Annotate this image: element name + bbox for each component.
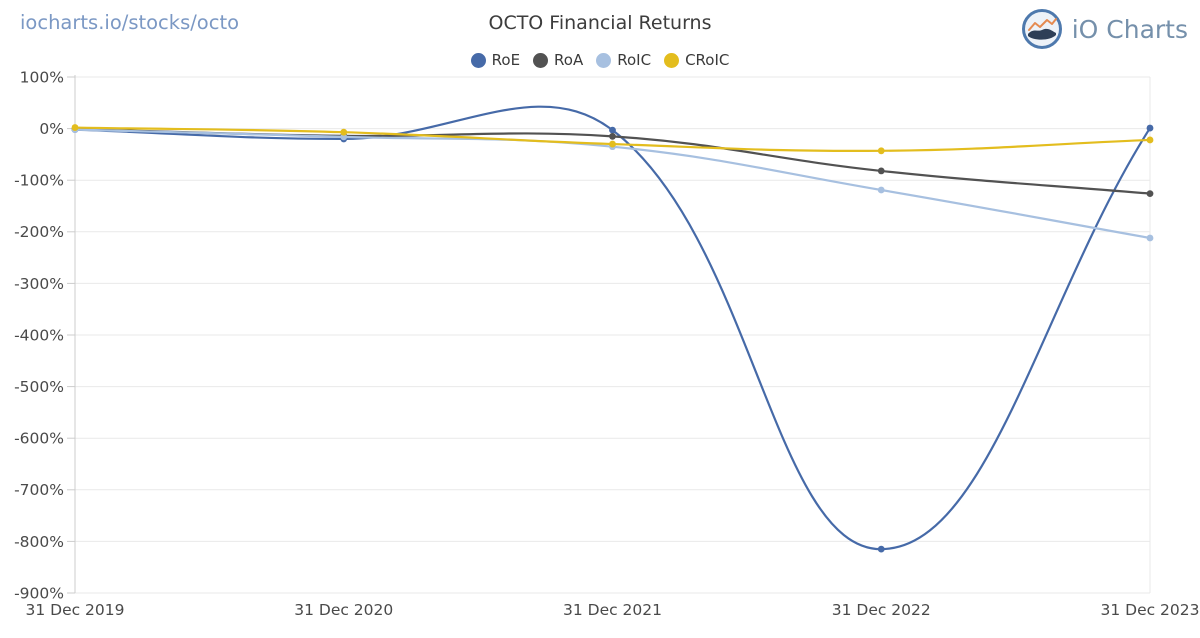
- chart-legend: RoE RoA RoIC CRoIC: [0, 51, 1200, 69]
- svg-text:-900%: -900%: [14, 584, 64, 602]
- svg-text:-800%: -800%: [14, 533, 64, 551]
- svg-text:100%: 100%: [20, 68, 64, 86]
- legend-label: RoE: [491, 51, 521, 69]
- legend-item-roe[interactable]: RoE: [470, 51, 521, 69]
- svg-text:-200%: -200%: [14, 223, 64, 241]
- page-title: OCTO Financial Returns: [488, 12, 712, 34]
- legend-label: CRoIC: [685, 51, 730, 69]
- legend-label: RoA: [554, 51, 584, 69]
- svg-text:-300%: -300%: [14, 275, 64, 293]
- svg-text:31 Dec 2023: 31 Dec 2023: [1100, 601, 1199, 619]
- brand-name: iO Charts: [1071, 14, 1188, 44]
- series-swatch-icon: [664, 52, 680, 68]
- brand-logo-icon: [1021, 9, 1062, 49]
- svg-text:31 Dec 2020: 31 Dec 2020: [294, 601, 393, 619]
- legend-item-croic[interactable]: CRoIC: [664, 51, 729, 69]
- legend-label: RoIC: [617, 51, 652, 69]
- svg-text:-700%: -700%: [14, 481, 64, 499]
- svg-text:-100%: -100%: [14, 172, 64, 190]
- svg-text:31 Dec 2021: 31 Dec 2021: [563, 601, 662, 619]
- series-swatch-icon: [533, 52, 549, 68]
- breadcrumb-link[interactable]: iocharts.io/stocks/octo: [20, 11, 240, 34]
- brand[interactable]: iO Charts: [1021, 8, 1188, 50]
- legend-item-roa[interactable]: RoA: [533, 51, 583, 69]
- svg-text:31 Dec 2019: 31 Dec 2019: [25, 601, 124, 619]
- series-swatch-icon: [596, 52, 612, 68]
- series-swatch-icon: [470, 52, 486, 68]
- svg-text:0%: 0%: [39, 120, 64, 138]
- svg-text:31 Dec 2022: 31 Dec 2022: [832, 601, 931, 619]
- legend-item-roic[interactable]: RoIC: [596, 51, 651, 69]
- svg-text:-500%: -500%: [14, 378, 64, 396]
- svg-text:-600%: -600%: [14, 430, 64, 448]
- svg-text:-400%: -400%: [14, 326, 64, 344]
